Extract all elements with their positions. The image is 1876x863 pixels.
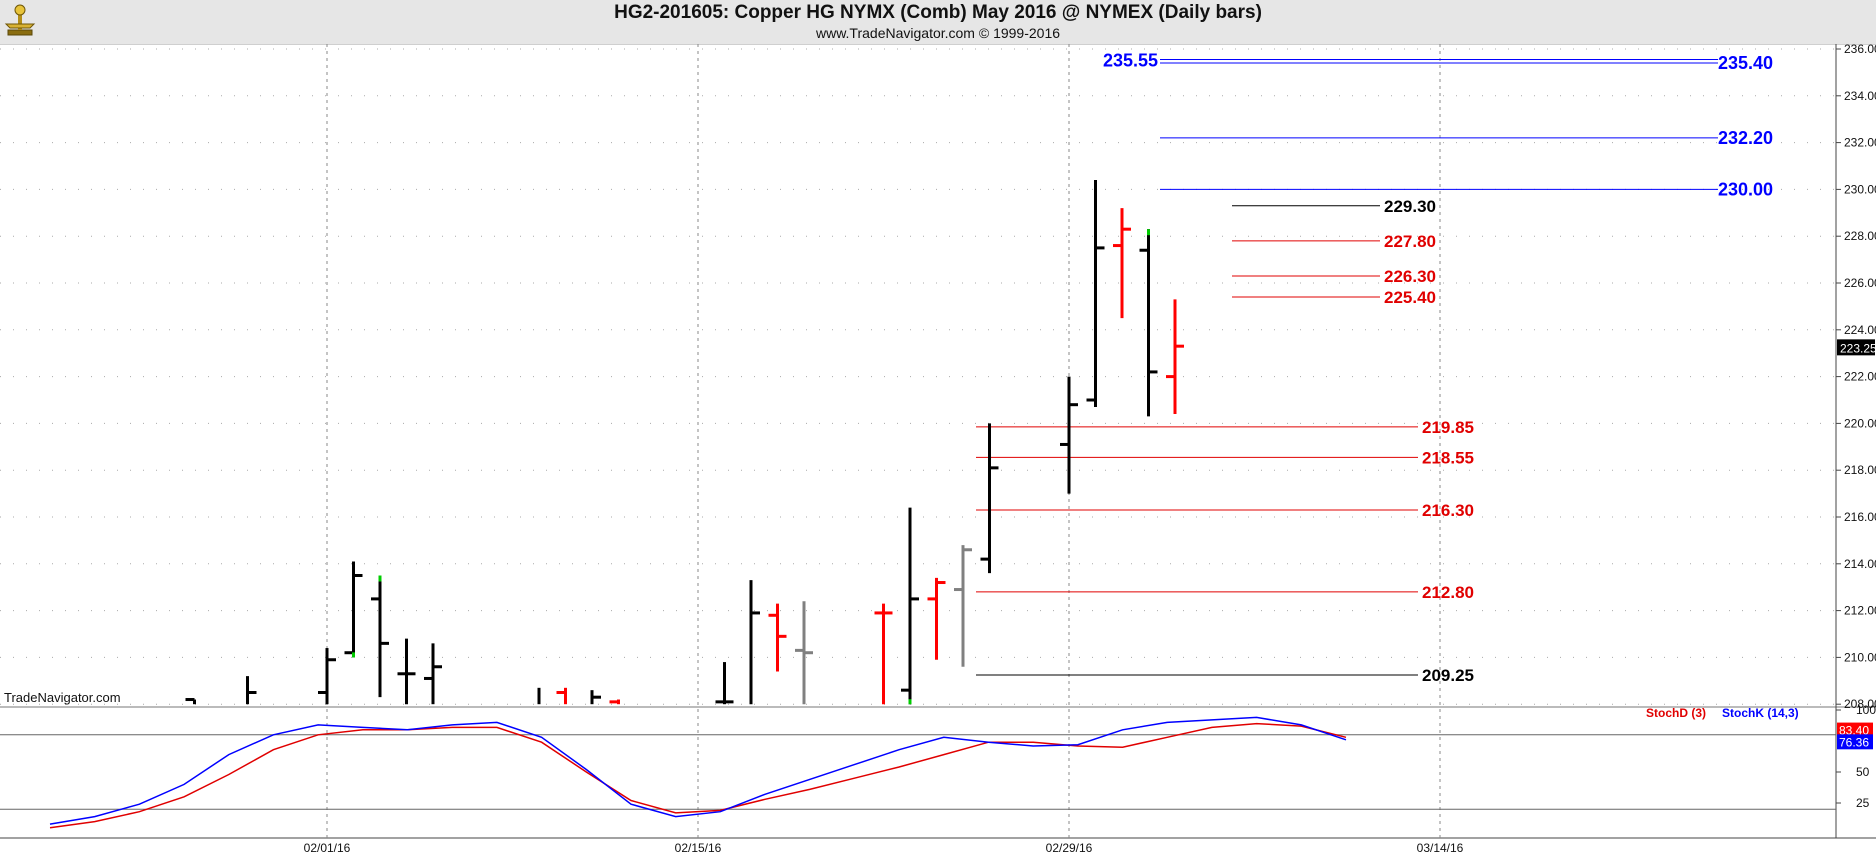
last-price-box: [1837, 339, 1875, 356]
level-label: 227.80: [1384, 232, 1436, 251]
y-tick-label: 216.00: [1844, 510, 1876, 524]
level-label: 225.40: [1384, 288, 1436, 307]
osc-tick-label: 100: [1856, 703, 1876, 717]
y-tick-label: 212.00: [1844, 604, 1876, 618]
x-tick-label: 02/15/16: [675, 841, 722, 855]
y-tick-label: 210.00: [1844, 650, 1876, 664]
stoch-d-value-box: [1837, 722, 1873, 738]
trade-navigator-logo-icon: [4, 4, 36, 36]
last-price-label: 223.25: [1840, 341, 1876, 355]
y-tick-label: 222.00: [1844, 370, 1876, 384]
stoch-k-legend: StochK (14,3): [1722, 706, 1799, 720]
stoch-k-value-box: [1837, 734, 1873, 750]
y-tick-label: 234.00: [1844, 89, 1876, 103]
stoch-k-value: 76.36: [1839, 735, 1869, 749]
stoch-k-line: [49, 716, 1347, 825]
level-label: 209.25: [1422, 666, 1474, 685]
watermark: TradeNavigator.com: [4, 690, 121, 705]
y-tick-label: 208.00: [1844, 697, 1876, 711]
y-tick-label: 232.00: [1844, 136, 1876, 150]
y-tick-label: 236.00: [1844, 44, 1876, 56]
y-tick-label: 224.00: [1844, 323, 1876, 337]
level-label: 218.55: [1422, 448, 1474, 467]
x-tick-label: 02/29/16: [1046, 841, 1093, 855]
price-chart: 02/01/16 02/15/16 02/29/16 03/14/16 208.00 21…: [0, 44, 1876, 855]
level-label: 235.40: [1718, 53, 1773, 73]
stoch-d-line: [49, 722, 1347, 829]
stoch-d-legend: StochD (3): [1646, 706, 1706, 720]
level-label: 232.20: [1718, 128, 1773, 148]
level-label: 230.00: [1718, 179, 1773, 199]
level-label: 216.30: [1422, 501, 1474, 520]
y-tick-label: 214.00: [1844, 557, 1876, 571]
plot-area: [1, 45, 1837, 838]
level-label: 226.30: [1384, 267, 1436, 286]
level-label: 235.55: [1103, 51, 1158, 71]
y-tick-label: 230.00: [1844, 182, 1876, 196]
osc-tick-label: 50: [1856, 765, 1870, 779]
level-label: 212.80: [1422, 583, 1474, 602]
level-label: 219.85: [1422, 418, 1474, 437]
y-tick-label: 220.00: [1844, 416, 1876, 430]
osc-tick-label: 25: [1856, 796, 1870, 810]
y-tick-label: 218.00: [1844, 463, 1876, 477]
level-label: 229.30: [1384, 197, 1436, 216]
y-tick-label: 228.00: [1844, 229, 1876, 243]
x-tick-label: 02/01/16: [304, 841, 351, 855]
x-tick-label: 03/14/16: [1417, 841, 1464, 855]
chart-subtitle: www.TradeNavigator.com © 1999-2016: [815, 25, 1061, 41]
chart-title: HG2-201605: Copper HG NYMX (Comb) May 20…: [614, 2, 1262, 23]
y-tick-label: 226.00: [1844, 276, 1876, 290]
chart-header: HG2-201605: Copper HG NYMX (Comb) May 20…: [0, 0, 1876, 45]
stoch-d-value: 83.40: [1839, 724, 1869, 738]
